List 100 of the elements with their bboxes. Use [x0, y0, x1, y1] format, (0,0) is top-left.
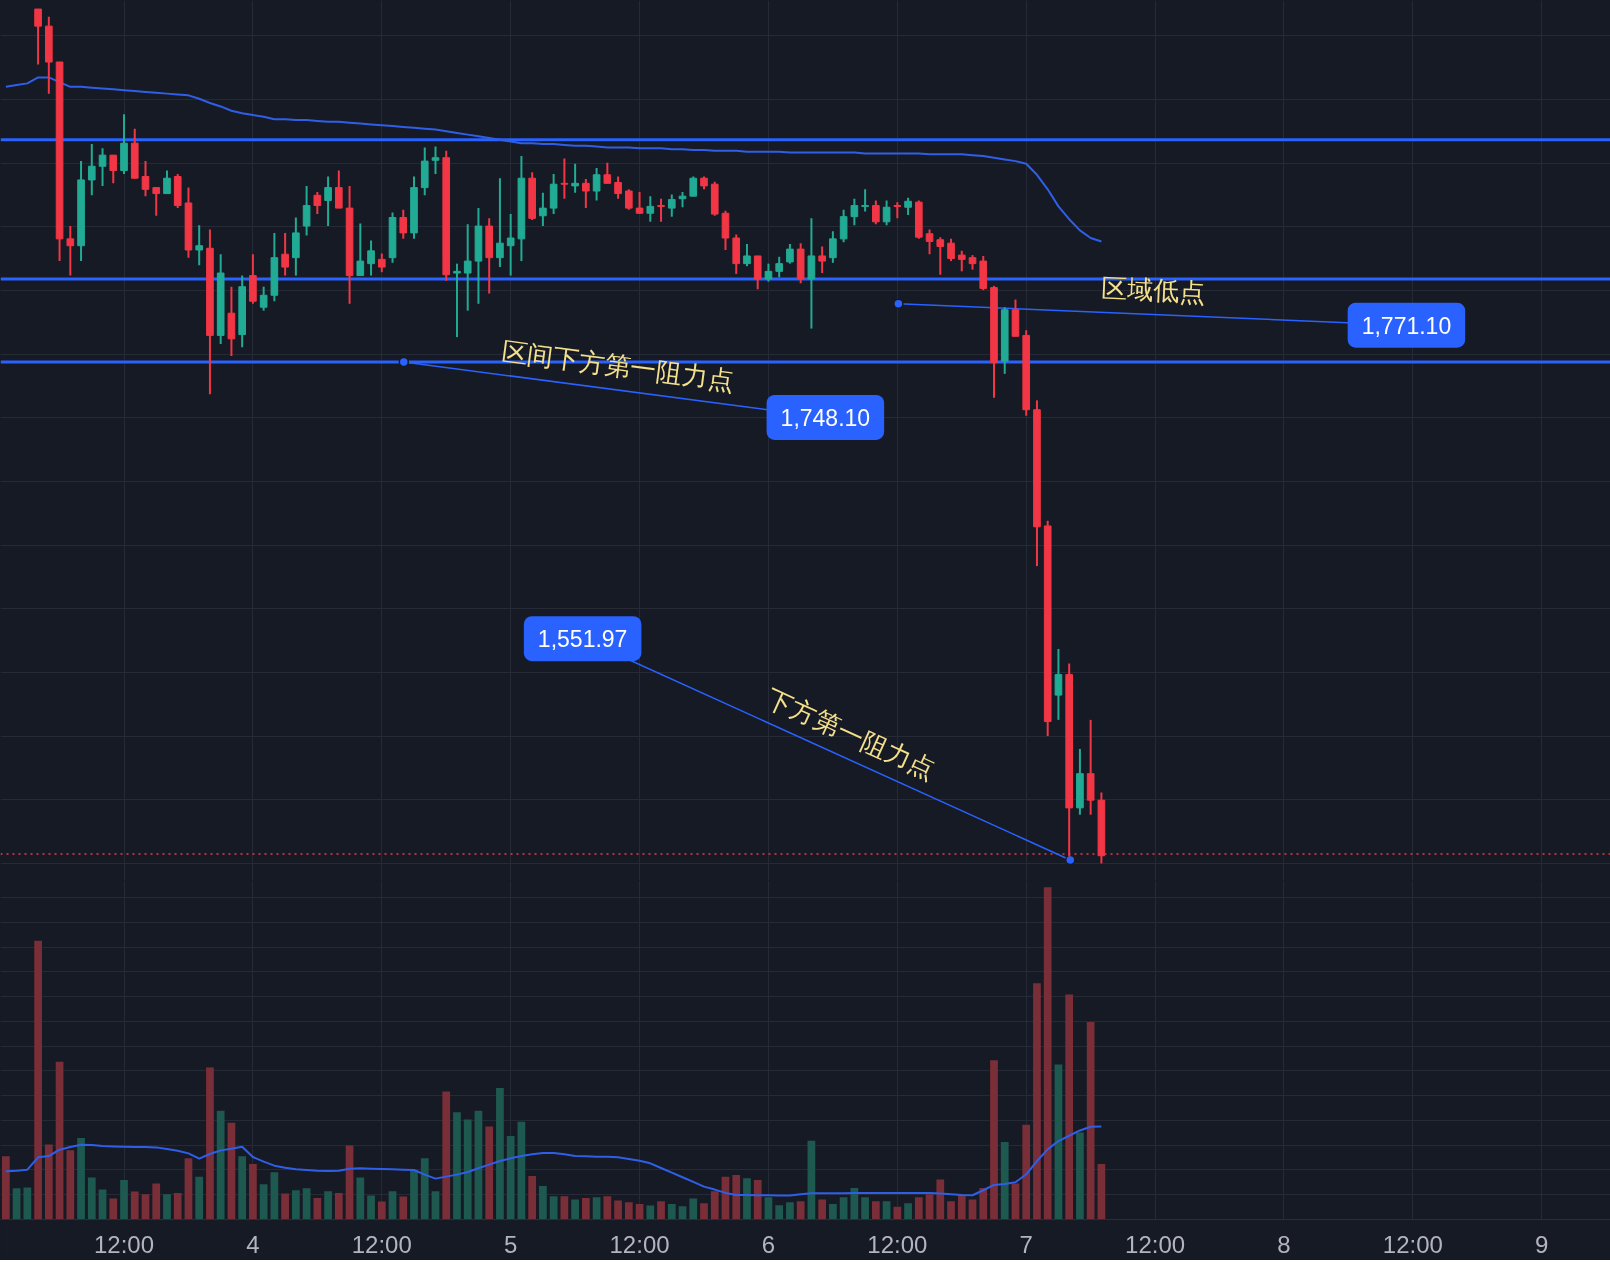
candlestick	[324, 175, 332, 228]
bar	[270, 1172, 279, 1220]
bar	[184, 1158, 193, 1220]
bar	[130, 1191, 139, 1220]
x-tick-label: 12:00	[351, 1230, 412, 1258]
bar	[829, 1203, 837, 1220]
bar	[367, 1195, 375, 1220]
candlestick	[431, 145, 440, 175]
bar	[753, 1179, 762, 1220]
bar	[377, 1201, 386, 1220]
bar	[442, 1091, 451, 1220]
bar	[775, 1205, 784, 1220]
candlestick	[947, 237, 955, 263]
x-tick-label: 12:00	[93, 1230, 155, 1258]
bar	[796, 1201, 805, 1220]
candlestick	[281, 231, 289, 277]
bar	[786, 1202, 794, 1220]
x-tick-label: 7	[1019, 1230, 1033, 1258]
annotation: 1,551.97	[537, 626, 628, 653]
bar	[2, 1156, 10, 1220]
bar	[710, 1191, 719, 1220]
bar	[743, 1178, 751, 1220]
bar	[292, 1190, 300, 1220]
bar	[893, 1206, 902, 1220]
bar	[399, 1196, 408, 1220]
candlestick	[861, 188, 869, 213]
candlestick	[592, 166, 601, 202]
candlestick	[667, 193, 676, 218]
bar	[453, 1112, 461, 1220]
candlestick	[882, 199, 891, 227]
candlestick	[34, 8, 42, 66]
bar	[431, 1191, 440, 1220]
bar	[571, 1199, 579, 1220]
bar	[657, 1201, 665, 1220]
candlestick	[109, 154, 118, 185]
bar	[957, 1194, 966, 1220]
bar	[302, 1188, 311, 1220]
candlestick	[571, 162, 579, 194]
bar	[914, 1197, 923, 1220]
candlestick	[399, 208, 408, 240]
bar	[947, 1201, 955, 1220]
bar	[216, 1110, 225, 1220]
bar	[539, 1185, 547, 1220]
candlestick	[195, 224, 204, 267]
candlestick	[829, 230, 837, 264]
bar	[936, 1179, 945, 1220]
bar	[324, 1191, 332, 1220]
bar	[549, 1196, 558, 1220]
bar	[388, 1191, 397, 1220]
candlestick	[141, 160, 150, 198]
candlestick	[549, 172, 558, 216]
bar	[259, 1184, 268, 1220]
bar	[141, 1194, 150, 1220]
candlestick	[775, 255, 784, 279]
bar	[87, 1177, 96, 1220]
candlestick	[377, 252, 386, 274]
bar	[1086, 1022, 1095, 1220]
bar	[506, 1136, 515, 1220]
bar	[614, 1200, 622, 1220]
bar	[34, 940, 42, 1220]
bar	[1097, 1164, 1106, 1220]
candlestick	[367, 239, 375, 277]
candlestick	[66, 225, 75, 277]
bar	[839, 1197, 848, 1220]
bar	[528, 1175, 537, 1220]
annotation: 区域低点	[1100, 273, 1207, 308]
annotation: 1,771.10	[1361, 312, 1452, 339]
x-tick-label: 9	[1535, 1230, 1549, 1258]
candlestick	[786, 243, 794, 265]
bar	[1022, 1124, 1031, 1220]
bar	[238, 1156, 247, 1220]
candlestick	[259, 285, 268, 312]
bar	[120, 1179, 128, 1220]
bar	[700, 1203, 708, 1220]
bar	[1076, 1132, 1084, 1220]
bar	[603, 1196, 612, 1220]
bar	[818, 1199, 827, 1220]
bar	[925, 1194, 934, 1220]
candlestick	[582, 178, 590, 210]
bar	[109, 1198, 118, 1220]
candlestick	[850, 197, 859, 227]
candlestick	[839, 208, 848, 244]
bar	[646, 1205, 655, 1220]
candlestick	[539, 191, 547, 228]
x-tick-label: 12:00	[867, 1230, 928, 1258]
bar	[667, 1203, 676, 1220]
bar	[44, 1144, 53, 1220]
bar	[1033, 983, 1041, 1220]
candlestick	[560, 157, 569, 200]
candlestick	[925, 228, 934, 256]
bar	[1043, 887, 1052, 1220]
candlestick	[872, 199, 880, 226]
candlestick	[87, 143, 96, 197]
bar	[152, 1183, 161, 1220]
candlestick	[936, 236, 945, 276]
bar	[1065, 994, 1074, 1220]
candlestick	[302, 184, 311, 237]
candlestick	[657, 197, 665, 223]
bar	[979, 1187, 988, 1220]
candlestick	[818, 245, 826, 275]
